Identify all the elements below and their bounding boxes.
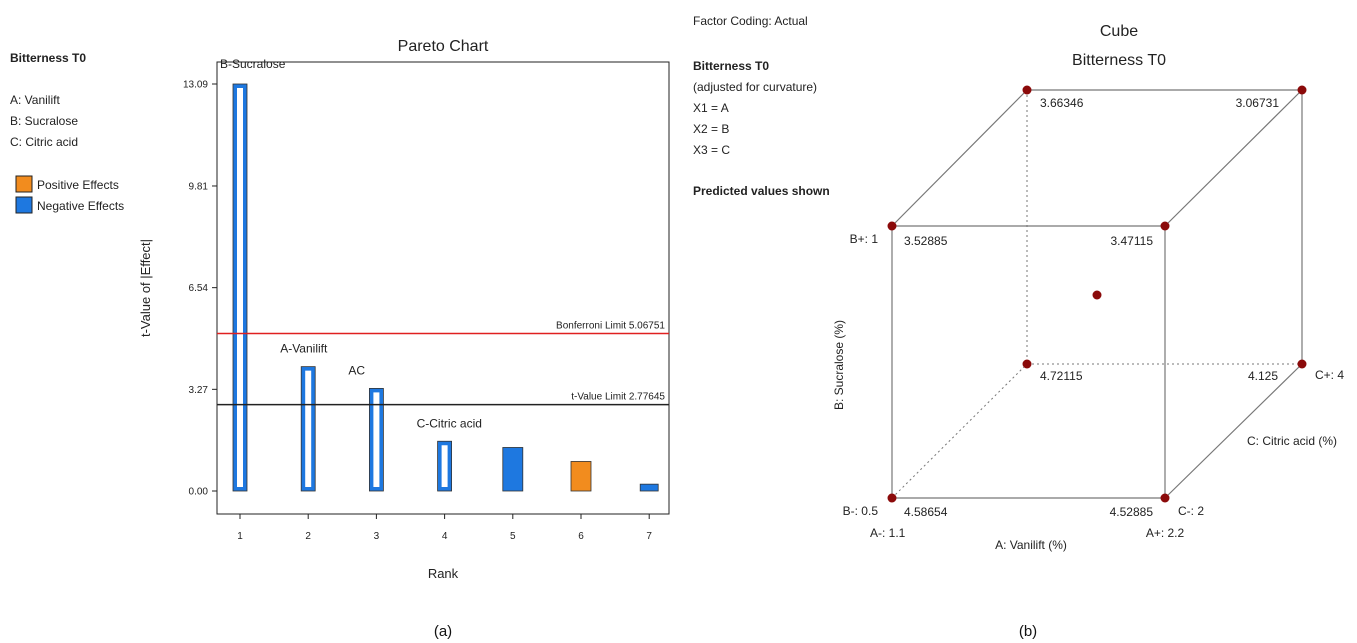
cube-point: [1160, 493, 1170, 503]
x-tick-label: 3: [374, 531, 380, 542]
cube-value-front-top-left: 3.52885: [904, 234, 948, 248]
pareto-reference-lines: Bonferroni Limit 5.06751 t-Value Limit 2.…: [217, 320, 669, 406]
cube-z-axis-title: C: Citric acid (%): [1247, 434, 1337, 448]
pareto-bar-hollow: [237, 88, 243, 487]
x-tick-label: 6: [578, 531, 584, 542]
a-minus-label: A-: 1.1: [870, 526, 906, 540]
reference-line-label: Bonferroni Limit 5.06751: [556, 320, 665, 331]
cube-subtitle-line-2: X1 = A: [693, 101, 729, 115]
cube-subtitle-line-1: (adjusted for curvature): [693, 80, 817, 94]
factor-a-label: A: Vanilift: [10, 93, 60, 107]
legend-negative-label: Negative Effects: [37, 199, 124, 213]
pareto-y-axis-title: t-Value of |Effect|: [138, 239, 153, 337]
y-tick-label: 13.09: [183, 80, 208, 91]
y-tick-label: 6.54: [189, 283, 209, 294]
cube-edge: [891, 89, 1028, 227]
cube-frame: [891, 89, 1303, 499]
pareto-x-axis-title: Rank: [428, 566, 459, 581]
cube-point: [1022, 359, 1032, 369]
cube-point: [1297, 359, 1307, 369]
cube-point: [1297, 85, 1307, 95]
y-tick-label: 0.00: [189, 487, 209, 498]
pareto-title: Pareto Chart: [398, 38, 489, 55]
cube-edge: [1164, 89, 1303, 227]
pareto-bar-outline: [368, 387, 384, 492]
legend-positive-label: Positive Effects: [37, 178, 119, 192]
c-plus-label: C+: 4: [1315, 368, 1344, 382]
cube-title: Cube: [1100, 23, 1138, 40]
pareto-bar: [639, 483, 659, 492]
pareto-bars: B-Sucralose A-Vanilift AC C-Citric acid: [220, 57, 659, 492]
cube-value-back-top-left: 3.66346: [1040, 96, 1084, 110]
factor-b-label: B: Sucralose: [10, 114, 78, 128]
pareto-bar-outline: [300, 366, 316, 492]
pareto-y-axis: 0.00 3.27 6.54 9.81 13.09: [183, 80, 217, 498]
factor-c-label: C: Citric acid: [10, 135, 78, 149]
cube-x-axis-title: A: Vanilift (%): [995, 538, 1067, 552]
cube-point: [1022, 85, 1032, 95]
cube-point: [887, 493, 897, 503]
cube-point: [1160, 221, 1170, 231]
cube-subtitle: Bitterness T0: [1072, 52, 1166, 69]
cube-value-front-bottom-left: 4.58654: [904, 505, 948, 519]
cube-value-front-bottom-right: 4.52885: [1110, 505, 1154, 519]
y-tick-label: 3.27: [189, 385, 209, 396]
cube-value-back-top-right: 3.06731: [1236, 96, 1280, 110]
pareto-bar: [502, 447, 524, 492]
reference-line-label: t-Value Limit 2.77645: [571, 392, 665, 403]
y-tick-label: 9.81: [189, 181, 209, 192]
cube-center-point: [1092, 290, 1102, 300]
a-plus-label: A+: 2.2: [1146, 526, 1185, 540]
x-tick-label: 2: [305, 531, 311, 542]
legend-negative-swatch: [15, 196, 33, 214]
b-plus-label: B+: 1: [850, 232, 879, 246]
x-tick-label: 4: [442, 531, 448, 542]
pareto-bar-hollow: [305, 370, 312, 487]
cube-points: [887, 85, 1307, 503]
cube-edge: [1164, 363, 1303, 499]
pareto-bar-hollow: [373, 392, 380, 487]
cube-value-front-top-right: 3.47115: [1111, 234, 1154, 248]
factor-coding-note: Factor Coding: Actual: [693, 14, 808, 28]
cube-subtitle-line-4: X3 = C: [693, 143, 730, 157]
predicted-values-note: Predicted values shown: [693, 184, 830, 198]
bar-label: A-Vanilift: [280, 342, 328, 356]
cube-y-axis-title: B: Sucralose (%): [832, 320, 846, 410]
cube-value-back-bottom-left: 4.72115: [1040, 369, 1083, 383]
pareto-bar: [570, 461, 592, 492]
cube-hidden-edge: [891, 363, 1028, 499]
pareto-bar-outline: [437, 440, 453, 492]
cube-value-back-bottom-right: 4.125: [1248, 369, 1278, 383]
pareto-bar-hollow: [441, 445, 448, 487]
pareto-bar-outline: [232, 83, 248, 492]
cube-subtitle-line-3: X2 = B: [693, 122, 729, 136]
pareto-response-heading: Bitterness T0: [10, 51, 86, 65]
pareto-x-axis: 1 2 3 4 5 6 7: [237, 514, 652, 542]
x-tick-label: 7: [646, 531, 652, 542]
bar-label: AC: [348, 363, 365, 377]
x-tick-label: 1: [237, 531, 243, 542]
c-minus-label: C-: 2: [1178, 504, 1204, 518]
caption-a: (a): [434, 623, 452, 640]
cube-point: [887, 221, 897, 231]
caption-b: (b): [1019, 623, 1037, 640]
cube-response-heading: Bitterness T0: [693, 59, 769, 73]
b-minus-label: B-: 0.5: [843, 504, 879, 518]
bar-label: B-Sucralose: [220, 57, 286, 71]
legend-positive-swatch: [15, 175, 33, 193]
bar-label: C-Citric acid: [417, 416, 482, 430]
x-tick-label: 5: [510, 531, 516, 542]
